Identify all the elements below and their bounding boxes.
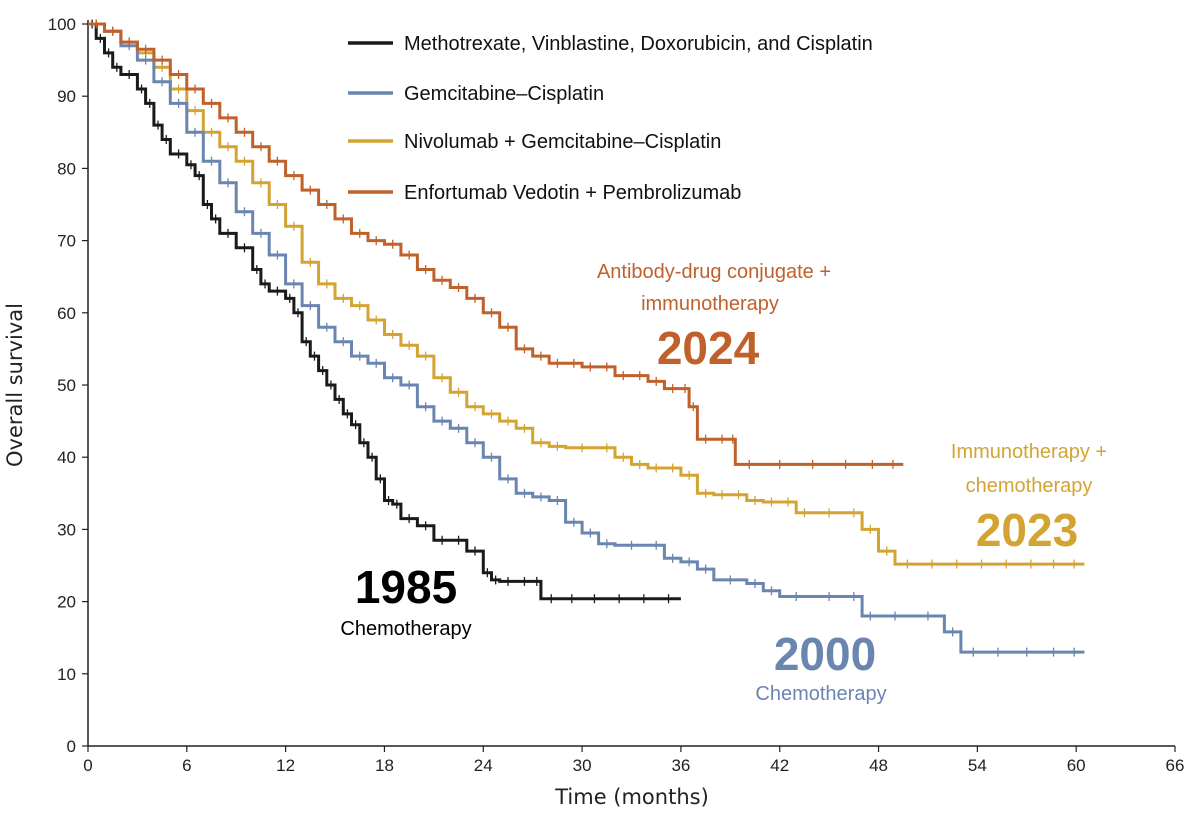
x-tick-label: 60 bbox=[1067, 756, 1086, 775]
annotation-2024-year: 2024 bbox=[657, 322, 760, 374]
x-tick-label: 42 bbox=[770, 756, 789, 775]
y-tick-label: 20 bbox=[57, 593, 76, 612]
annotation-2023-line2: chemotherapy bbox=[966, 475, 1093, 497]
y-axis-title: Overall survival bbox=[3, 303, 27, 467]
annotation-2024-line1: Antibody-drug conjugate + bbox=[597, 261, 831, 283]
x-tick-label: 6 bbox=[182, 756, 191, 775]
annotation-1985-text: Chemotherapy bbox=[340, 618, 471, 640]
series-line-3 bbox=[88, 22, 1085, 566]
annotation-2023-year: 2023 bbox=[976, 504, 1078, 556]
legend-label-3: Nivolumab + Gemcitabine–Cisplatin bbox=[404, 131, 721, 153]
x-tick-label: 66 bbox=[1166, 756, 1185, 775]
y-tick-label: 40 bbox=[57, 448, 76, 467]
annotation-2024-line2: immunotherapy bbox=[641, 293, 779, 315]
y-tick-label: 10 bbox=[57, 665, 76, 684]
legend-label-1: Methotrexate, Vinblastine, Doxorubicin, … bbox=[404, 33, 873, 55]
series-layer bbox=[88, 19, 1085, 657]
x-tick-label: 30 bbox=[573, 756, 592, 775]
annotation-2000-year: 2000 bbox=[774, 628, 876, 680]
x-tick-label: 54 bbox=[968, 756, 987, 775]
x-tick-label: 24 bbox=[474, 756, 493, 775]
y-tick-label: 0 bbox=[67, 737, 76, 756]
series-line-1 bbox=[88, 22, 681, 601]
legend-label-4: Enfortumab Vedotin + Pembrolizumab bbox=[404, 182, 741, 204]
x-tick-label: 18 bbox=[375, 756, 394, 775]
x-tick-label: 36 bbox=[671, 756, 690, 775]
annotation-2023-line1: Immunotherapy + bbox=[951, 441, 1107, 463]
y-tick-label: 60 bbox=[57, 304, 76, 323]
censor-marks-1 bbox=[91, 19, 670, 604]
y-tick-label: 80 bbox=[57, 159, 76, 178]
x-axis-title: Time (months) bbox=[554, 785, 709, 809]
censor-marks-2 bbox=[95, 19, 1075, 657]
x-tick-label: 0 bbox=[83, 756, 92, 775]
y-tick-label: 30 bbox=[57, 520, 76, 539]
y-tick-label: 50 bbox=[57, 376, 76, 395]
axes: 0 6 12 18 24 30 36 42 48 54 60 66 0 10 20 30 40 50 60 70 80 9… bbox=[48, 15, 1185, 775]
legend: Methotrexate, Vinblastine, Doxorubicin, … bbox=[348, 33, 873, 204]
x-tick-label: 12 bbox=[276, 756, 295, 775]
series-line-2 bbox=[88, 22, 1085, 654]
annotation-2000-text: Chemotherapy bbox=[755, 683, 886, 705]
y-tick-label: 70 bbox=[57, 232, 76, 251]
censor-marks-4 bbox=[95, 19, 894, 469]
y-tick-label: 90 bbox=[57, 87, 76, 106]
annotation-1985-year: 1985 bbox=[355, 561, 457, 613]
legend-label-2: Gemcitabine–Cisplatin bbox=[404, 83, 604, 105]
y-tick-label: 100 bbox=[48, 15, 76, 34]
x-tick-label: 48 bbox=[869, 756, 888, 775]
